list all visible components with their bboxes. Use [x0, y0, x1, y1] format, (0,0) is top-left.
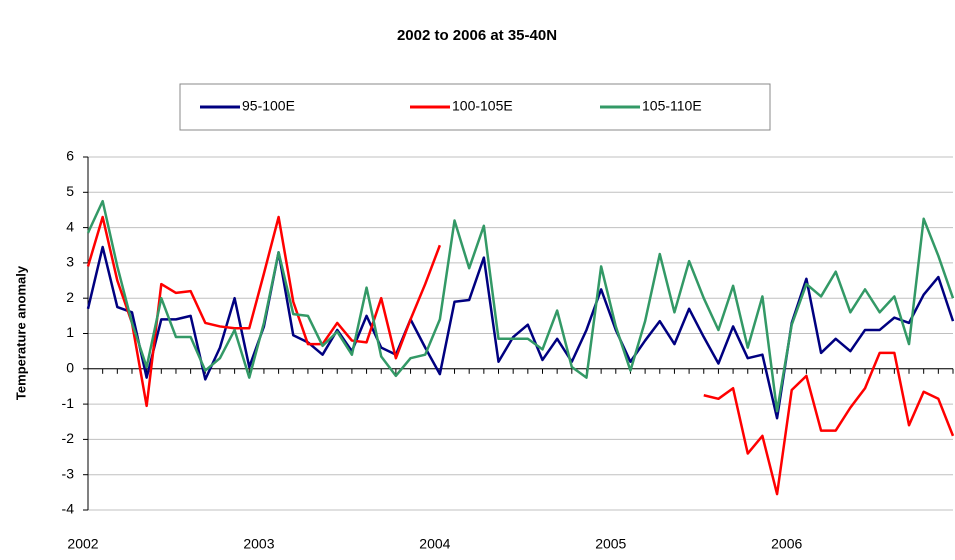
y-axis-label: Temperature anomaly: [13, 265, 28, 400]
y-tick-label: -3: [62, 465, 75, 481]
series-line: [86, 199, 955, 413]
y-tick-label: 6: [66, 148, 74, 164]
y-tick-label: -2: [62, 430, 75, 446]
y-tick-label: -1: [62, 395, 75, 411]
y-tick-label: 4: [66, 218, 74, 234]
chart-title: 2002 to 2006 at 35-40N: [397, 27, 557, 44]
legend-box: [179, 83, 771, 131]
y-tick-label: 3: [66, 254, 74, 270]
x-tick-label: 2004: [419, 536, 450, 552]
y-tick-label: 1: [66, 324, 74, 340]
x-tick-label: 2003: [243, 536, 274, 552]
y-tick-label: 5: [66, 183, 74, 199]
series-line: [86, 215, 955, 496]
legend-label: 100-105E: [452, 98, 513, 114]
x-tick-label: 2005: [595, 536, 626, 552]
legend-label: 95-100E: [242, 98, 295, 114]
series-line: [86, 245, 955, 420]
legend-label: 105-110E: [642, 98, 702, 114]
y-tick-label: -4: [62, 501, 75, 517]
x-tick-label: 2002: [67, 536, 98, 552]
y-tick-label: 2: [66, 289, 74, 305]
x-tick-label: 2006: [771, 536, 802, 552]
y-tick-label: 0: [66, 360, 74, 376]
